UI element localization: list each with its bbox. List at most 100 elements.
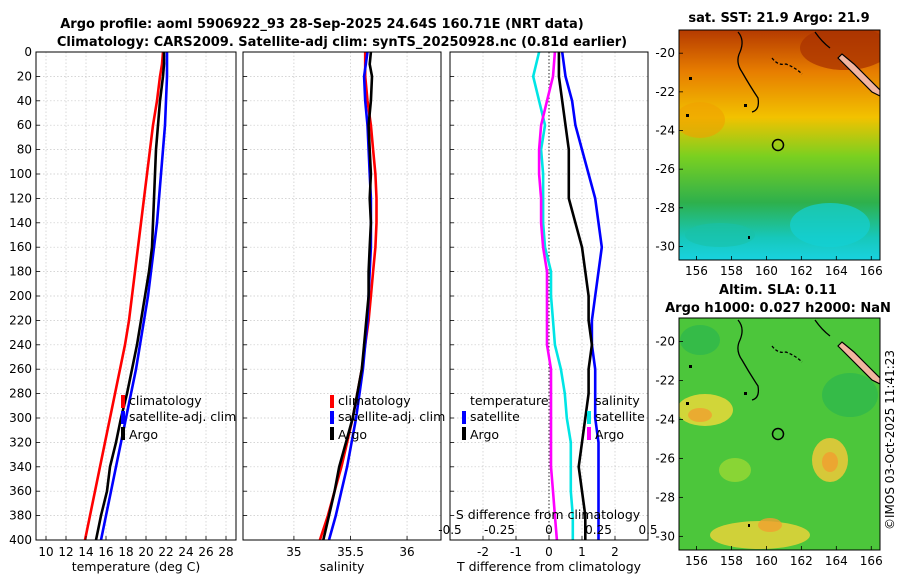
y-tick-label: 360: [9, 484, 32, 498]
sla-low-patch: [822, 373, 878, 417]
legend-swatch-t-satellite: [462, 411, 466, 424]
legend-label-t-argo: Argo: [470, 427, 499, 442]
x-tick-label: 1: [578, 545, 586, 559]
y-tick-label: 40: [17, 94, 32, 108]
y-tick-label: 240: [9, 338, 32, 352]
y-tick-label: 20: [17, 69, 32, 83]
sst-cool-patch: [685, 223, 755, 247]
island-dot: [689, 77, 692, 80]
y-tick-label: 220: [9, 313, 32, 327]
island-dot: [744, 104, 747, 107]
map-y-tick-label: -28: [655, 201, 675, 215]
island-dot: [748, 524, 750, 527]
map-y-tick-label: -24: [655, 124, 675, 138]
x-tick-label: 10: [38, 545, 53, 559]
temperature-panel: 0 20 40 60 80 100 120 140 160 180 200 220 240 260 280 3…: [9, 45, 237, 574]
map-x-tick-label: 156: [685, 554, 708, 568]
series-t-argo: [557, 52, 594, 540]
series-t-satellite: [560, 52, 604, 540]
x-tick-label: -2: [477, 545, 489, 559]
legend-label-climatology: climatology: [338, 393, 411, 408]
sla-high-patch: [710, 521, 810, 549]
map-y-tick-label: -22: [655, 373, 675, 387]
legend-label-s-satellite: satellite: [595, 409, 645, 424]
x-tick-label: 35.5: [337, 545, 364, 559]
island-dot: [689, 365, 692, 368]
x-tick-label: 22: [158, 545, 173, 559]
s-tick-label: 0: [545, 523, 553, 537]
main-title-line2: Climatology: CARS2009. Satellite-adj cli…: [57, 35, 627, 50]
y-tick-label: 160: [9, 240, 32, 254]
series-s-satellite: [531, 52, 575, 540]
map-y-tick-label: -26: [655, 451, 675, 465]
legend-label-t-satellite: satellite: [470, 409, 520, 424]
sst-warm-patch: [800, 30, 880, 70]
salinity-difference-legend: salinity satellite Argo: [587, 393, 645, 442]
legend-label-satellite: satellite-adj. clim: [129, 409, 236, 424]
map-x-tick-label: 160: [755, 264, 778, 278]
sla-map-title-line2: Argo h1000: 0.027 h2000: NaN: [665, 301, 891, 316]
map-y-tick-label: -20: [655, 46, 675, 60]
legend-swatch-climatology: [330, 395, 334, 408]
map-x-tick-label: 158: [720, 264, 743, 278]
salinity-legend: climatology satellite-adj. clim Argo: [330, 393, 445, 442]
series-argo: [322, 52, 374, 540]
s-tick-label: 0.5: [638, 523, 657, 537]
sst-map: sat. SST: 21.9 Argo: 21.9 156 158 160 162 16…: [655, 11, 883, 278]
new-caledonia-land: [837, 341, 880, 385]
legend-swatch-t-argo: [462, 427, 466, 440]
y-tick-label: 80: [17, 143, 32, 157]
map-y-tick-label: -20: [655, 334, 675, 348]
x-tick-label: 16: [98, 545, 113, 559]
x-tick-label: 14: [78, 545, 93, 559]
map-y-tick-label: -30: [655, 529, 675, 543]
salinity-panel: 35 35.5 36 salinity climatology satellite-…: [242, 51, 445, 574]
legend-label-climatology: climatology: [129, 393, 202, 408]
island-dot: [686, 114, 689, 117]
sla-high-core: [758, 518, 782, 532]
map-x-tick-label: 164: [825, 554, 848, 568]
sst-cool-patch: [790, 203, 870, 247]
s-tick-label: -0.5: [438, 523, 461, 537]
series-climatology: [83, 52, 165, 540]
legend-swatch-satellite: [121, 411, 125, 424]
main-title-line1: Argo profile: aoml 5906922_93 28-Sep-202…: [60, 17, 584, 32]
reef-contour: [771, 345, 803, 363]
map-x-tick-label: 166: [860, 264, 883, 278]
new-caledonia-land: [837, 53, 880, 97]
temperature-legend: climatology satellite-adj. clim Argo: [121, 393, 236, 442]
sla-patch: [719, 458, 751, 482]
y-tick-label: 60: [17, 118, 32, 132]
legend-swatch-s-satellite: [587, 411, 591, 424]
sla-high-core: [688, 408, 712, 422]
argo-position-marker: [771, 427, 785, 441]
map-y-tick-label: -24: [655, 412, 675, 426]
sla-map: Altim. SLA: 0.11 Argo h1000: 0.027 h2000…: [655, 283, 890, 568]
map-y-tick-label: -26: [655, 162, 675, 176]
x-tick-label: 20: [138, 545, 153, 559]
series-argo: [94, 52, 166, 540]
sla-low-patch: [680, 325, 720, 355]
sla-field: [679, 318, 880, 550]
series-climatology: [318, 52, 378, 540]
y-tick-label: 400: [9, 533, 32, 547]
legend-swatch-argo: [121, 427, 125, 440]
reef-contour: [814, 31, 831, 49]
legend-label-s-argo: Argo: [595, 427, 624, 442]
island-dot: [686, 402, 689, 405]
y-tick-label: 340: [9, 460, 32, 474]
y-tick-label: 0: [24, 45, 32, 59]
legend-swatch-satellite: [330, 411, 334, 424]
x-tick-label: 0: [545, 545, 553, 559]
y-tick-label: 260: [9, 362, 32, 376]
s-tick-label: -0.25: [484, 523, 515, 537]
legend-swatch-argo: [330, 427, 334, 440]
sla-map-title-line1: Altim. SLA: 0.11: [719, 283, 837, 298]
island-dot: [744, 392, 747, 395]
legend-label-argo: Argo: [129, 427, 158, 442]
legend-swatch-climatology: [121, 395, 125, 408]
imos-credit: ©IMOS 03-Oct-2025 11:41:23: [883, 350, 897, 530]
x-tick-label: 35: [286, 545, 301, 559]
map-x-tick-label: 156: [685, 264, 708, 278]
